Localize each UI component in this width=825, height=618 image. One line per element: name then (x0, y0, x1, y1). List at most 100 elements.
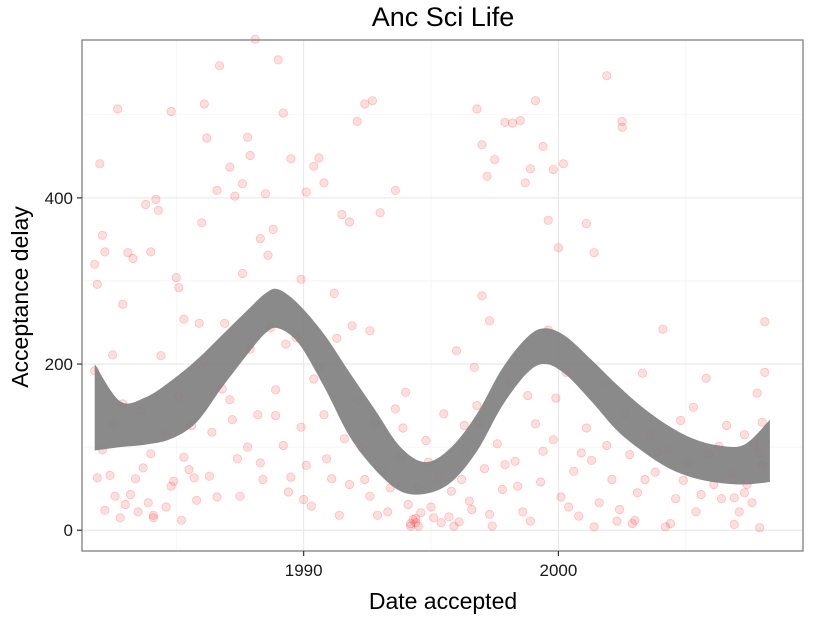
data-point (360, 474, 370, 485)
data-point (691, 507, 701, 517)
data-point (148, 513, 158, 523)
data-point (500, 459, 510, 470)
data-point (255, 234, 265, 244)
data-point (237, 268, 248, 279)
data-point (92, 473, 102, 483)
data-point (484, 316, 495, 326)
data-point (123, 248, 133, 258)
data-point (100, 247, 110, 257)
data-point (347, 321, 357, 331)
data-point (507, 118, 518, 128)
data-point (500, 117, 510, 127)
data-point (352, 116, 362, 127)
data-point (286, 472, 296, 482)
data-point (299, 494, 309, 505)
data-point (477, 291, 487, 301)
data-point (558, 159, 569, 169)
data-point (406, 521, 416, 531)
x-tick-label: 1990 (285, 561, 323, 580)
data-point (260, 189, 270, 199)
data-point (747, 498, 757, 508)
data-point (179, 314, 189, 324)
data-point (321, 454, 332, 464)
data-point (174, 282, 184, 293)
data-point (146, 449, 156, 459)
data-point (227, 415, 237, 425)
data-point (658, 324, 668, 334)
data-point (640, 474, 650, 485)
data-point (660, 522, 671, 532)
data-point (296, 422, 306, 432)
data-point (390, 185, 400, 195)
data-point (189, 473, 199, 483)
data-point (520, 178, 530, 188)
data-point (309, 374, 319, 384)
data-point (665, 518, 676, 529)
data-point (176, 515, 186, 525)
data-point (617, 122, 627, 132)
data-point (589, 248, 599, 258)
data-point (365, 491, 375, 501)
data-point (141, 199, 151, 210)
data-point (632, 488, 643, 498)
data-point (270, 410, 281, 421)
data-point (716, 494, 727, 504)
data-point (179, 452, 189, 462)
data-point (207, 427, 217, 437)
data-point (301, 187, 311, 197)
scatter-points (90, 34, 770, 533)
data-point (469, 362, 479, 372)
data-point (199, 99, 209, 109)
data-point (166, 106, 176, 117)
data-point (171, 272, 181, 283)
data-point (133, 507, 143, 517)
data-point (148, 510, 158, 520)
data-point (538, 141, 548, 151)
data-point (184, 464, 194, 475)
data-point (510, 456, 520, 466)
data-point (760, 367, 770, 377)
data-point (146, 247, 156, 257)
data-point (344, 217, 355, 227)
data-point (151, 194, 161, 205)
data-point (670, 494, 681, 504)
data-point (306, 501, 316, 511)
data-point (408, 514, 418, 525)
data-point (243, 442, 253, 452)
data-point (367, 96, 377, 106)
data-point (523, 390, 533, 401)
data-point (253, 410, 263, 420)
data-point (406, 518, 416, 529)
data-point (278, 440, 288, 451)
data-point (319, 178, 329, 188)
data-point (581, 423, 592, 433)
data-point (108, 350, 118, 360)
data-point (365, 326, 375, 336)
data-point (337, 209, 347, 220)
data-point (436, 518, 446, 528)
data-point (416, 508, 426, 518)
data-point (115, 513, 125, 523)
data-point (153, 205, 163, 215)
data-point (467, 504, 477, 515)
data-point (525, 164, 536, 174)
data-point (696, 489, 706, 500)
data-point (538, 446, 548, 456)
data-point (411, 518, 421, 528)
data-point (530, 96, 541, 106)
y-axis-title: Acceptance delay (7, 206, 33, 388)
data-point (319, 410, 329, 420)
data-point (143, 498, 153, 508)
data-point (212, 492, 222, 502)
y-tick-label: 200 (45, 355, 73, 374)
data-point (372, 510, 383, 520)
data-point (637, 368, 648, 378)
data-point (518, 507, 528, 517)
data-point (156, 351, 166, 361)
data-point (138, 463, 148, 473)
data-point (734, 507, 744, 517)
data-point (192, 495, 202, 505)
y-tick-label: 400 (45, 189, 73, 208)
data-point (327, 474, 337, 484)
